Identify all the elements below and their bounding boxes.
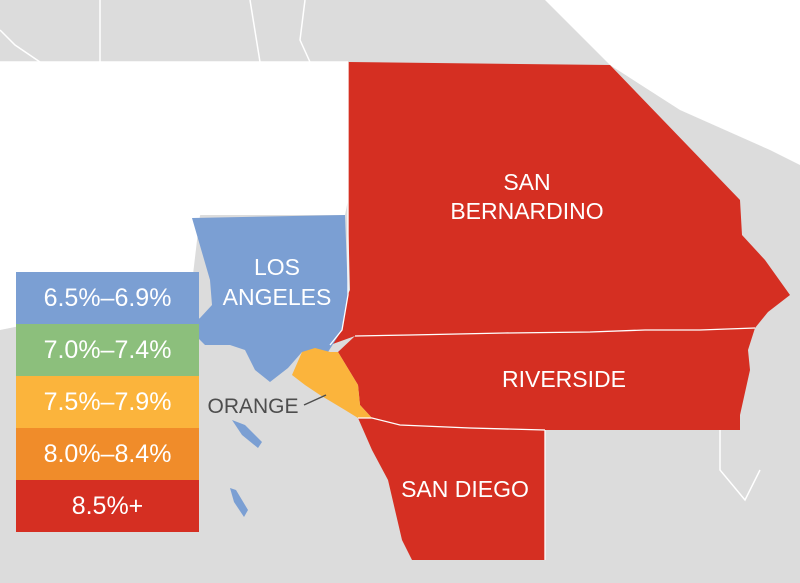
- label-riverside: RIVERSIDE: [502, 366, 626, 392]
- label-los-angeles-line2: ANGELES: [223, 284, 332, 310]
- legend: 6.5%–6.9% 7.0%–7.4% 7.5%–7.9% 8.0%–8.4% …: [16, 272, 199, 532]
- county-riverside[interactable]: [338, 328, 755, 430]
- legend-item: 7.5%–7.9%: [16, 376, 199, 428]
- legend-label: 8.5%+: [71, 491, 144, 520]
- label-san-bernardino-line1: SAN: [503, 169, 550, 195]
- legend-item: 7.0%–7.4%: [16, 324, 199, 376]
- island-san-clemente: [230, 488, 248, 517]
- county-orange[interactable]: [292, 348, 372, 418]
- legend-item: 8.0%–8.4%: [16, 428, 199, 480]
- label-san-bernardino-line2: BERNARDINO: [450, 198, 603, 224]
- label-orange: ORANGE: [207, 395, 298, 418]
- county-san-bernardino[interactable]: [330, 62, 790, 345]
- legend-item: 8.5%+: [16, 480, 199, 532]
- orange-leader-line: [303, 394, 327, 406]
- county-borders: [329, 62, 756, 560]
- legend-label: 6.5%–6.9%: [43, 283, 172, 312]
- legend-label: 7.0%–7.4%: [43, 335, 172, 364]
- legend-label: 7.5%–7.9%: [43, 387, 172, 416]
- legend-item: 6.5%–6.9%: [16, 272, 199, 324]
- label-san-diego: SAN DIEGO: [401, 476, 529, 502]
- label-los-angeles-line1: LOS: [254, 254, 300, 280]
- island-catalina: [232, 420, 262, 448]
- county-san-diego[interactable]: [358, 418, 545, 560]
- legend-label: 8.0%–8.4%: [43, 439, 172, 468]
- background-county-borders: [0, 0, 760, 500]
- county-los-angeles[interactable]: [185, 215, 348, 382]
